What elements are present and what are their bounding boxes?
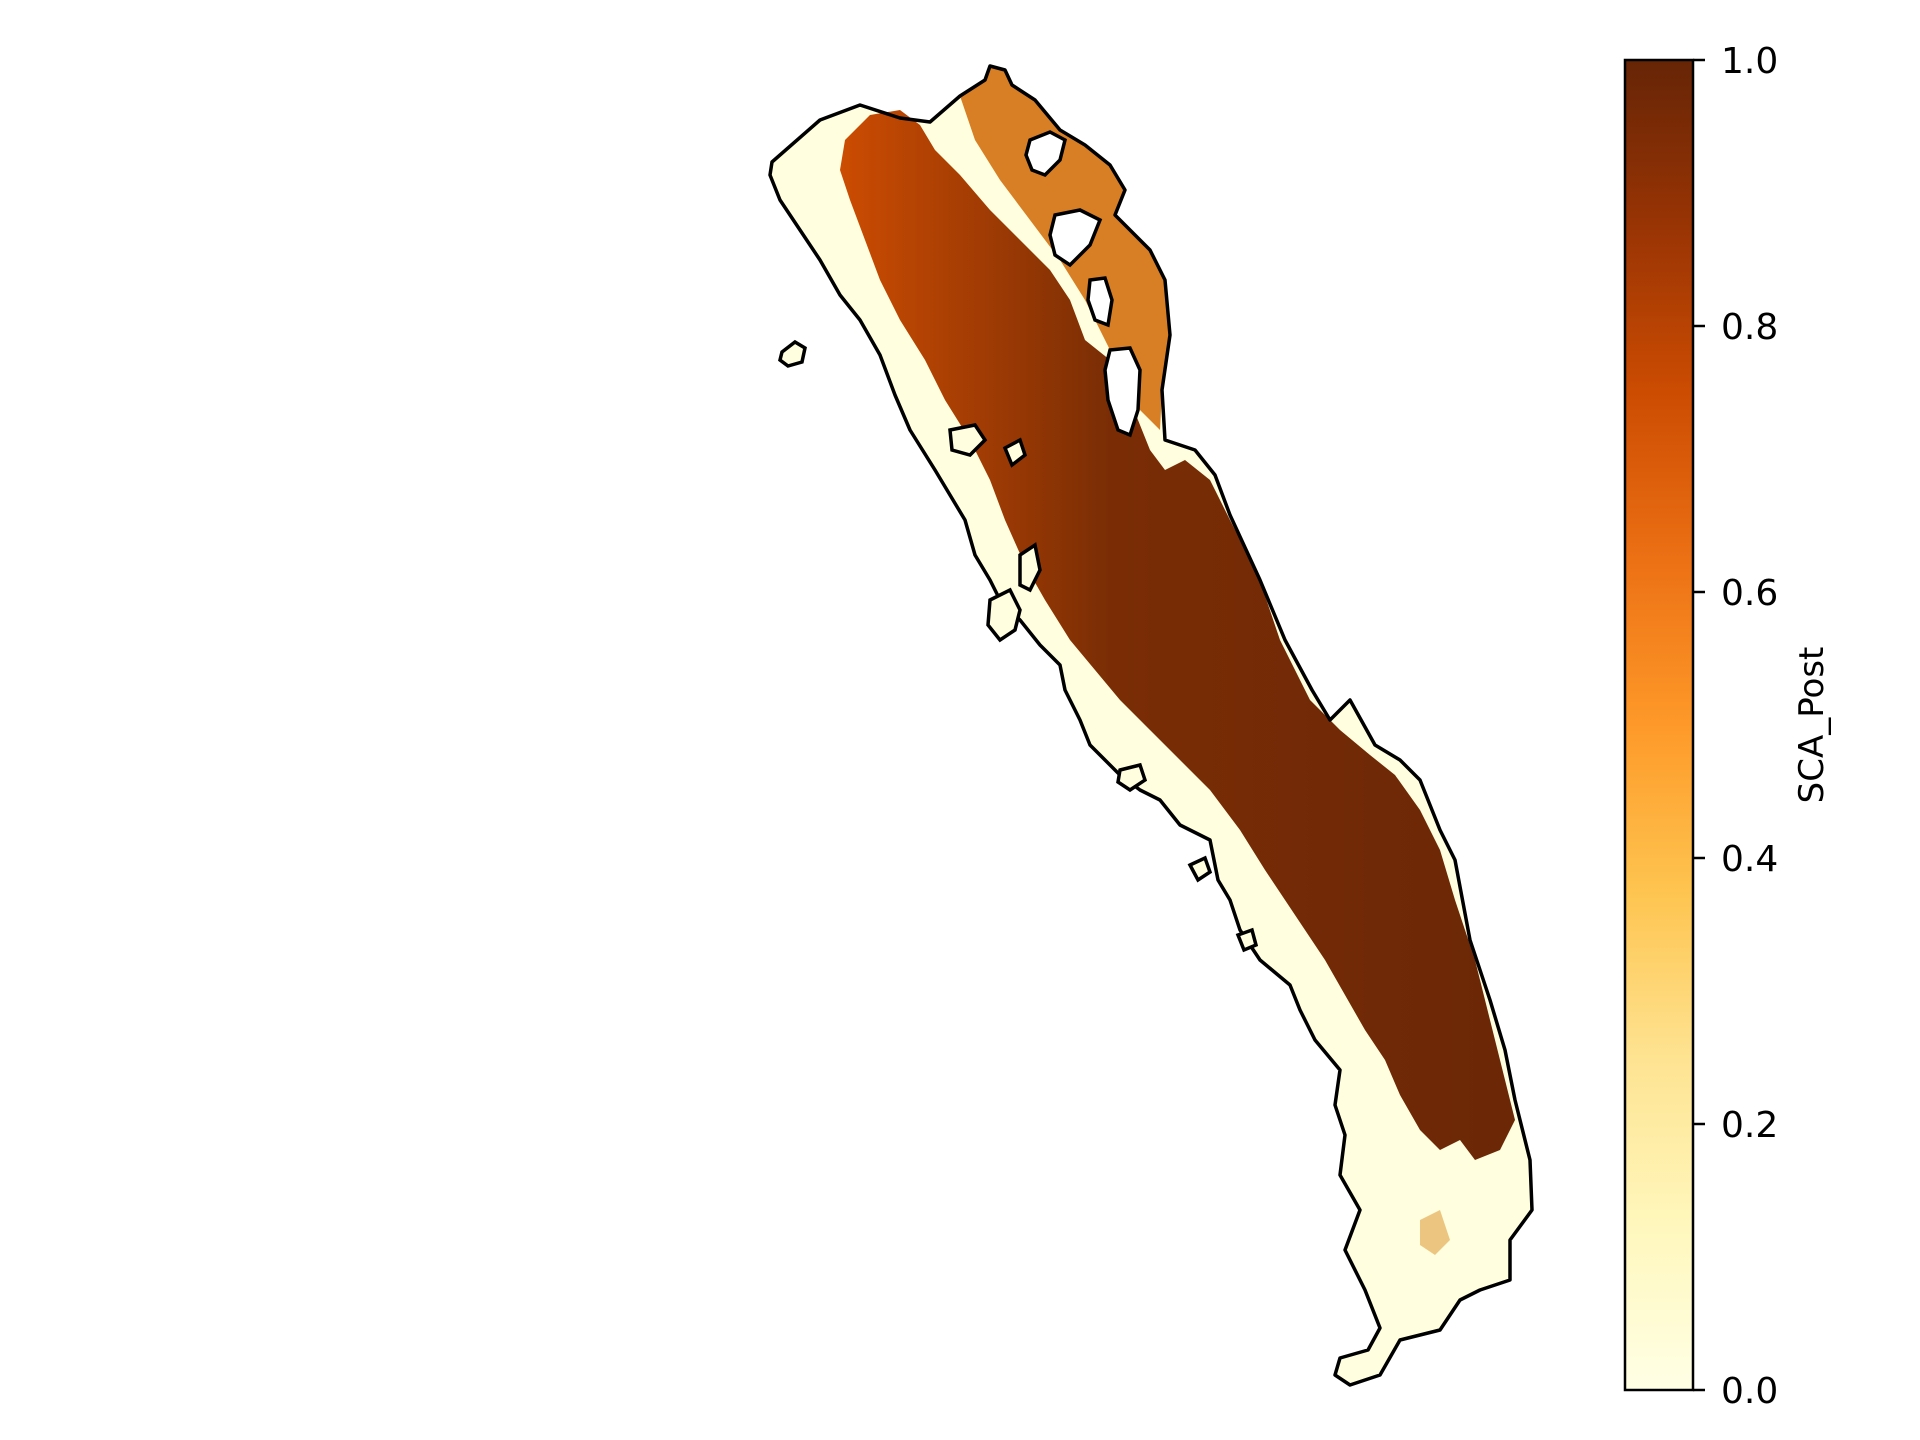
island-6 bbox=[1116, 762, 1148, 793]
lake-1 bbox=[1024, 130, 1068, 178]
colorbar-tick-label: 0.6 bbox=[1721, 573, 1778, 614]
colorbar-tick-label: 0.2 bbox=[1721, 1105, 1778, 1146]
island-4 bbox=[948, 423, 988, 457]
colorbar-label: SCA_Post bbox=[1792, 647, 1832, 804]
colorbar-ticks: 0.0 0.2 0.4 0.6 0.8 1.0 bbox=[1693, 41, 1778, 1412]
land-region-highland bbox=[840, 110, 1515, 1160]
colorbar-tick-label: 1.0 bbox=[1721, 41, 1778, 82]
lake-2 bbox=[1048, 208, 1103, 268]
colorbar-tick-label: 0.4 bbox=[1721, 839, 1778, 880]
colorbar-tick-label: 0.0 bbox=[1721, 1371, 1778, 1412]
island-2 bbox=[986, 587, 1022, 643]
colorbar-gradient bbox=[1623, 58, 1695, 1392]
island-8 bbox=[1235, 927, 1259, 953]
land-region-southern-patch bbox=[1420, 1210, 1450, 1255]
island-7 bbox=[1187, 855, 1213, 883]
island-1 bbox=[778, 339, 807, 368]
island-5 bbox=[1002, 437, 1028, 468]
island-3 bbox=[1018, 542, 1042, 593]
colorbar-tick-label: 0.8 bbox=[1721, 307, 1778, 348]
lake-4 bbox=[1103, 346, 1142, 438]
lake-3 bbox=[1086, 276, 1114, 328]
